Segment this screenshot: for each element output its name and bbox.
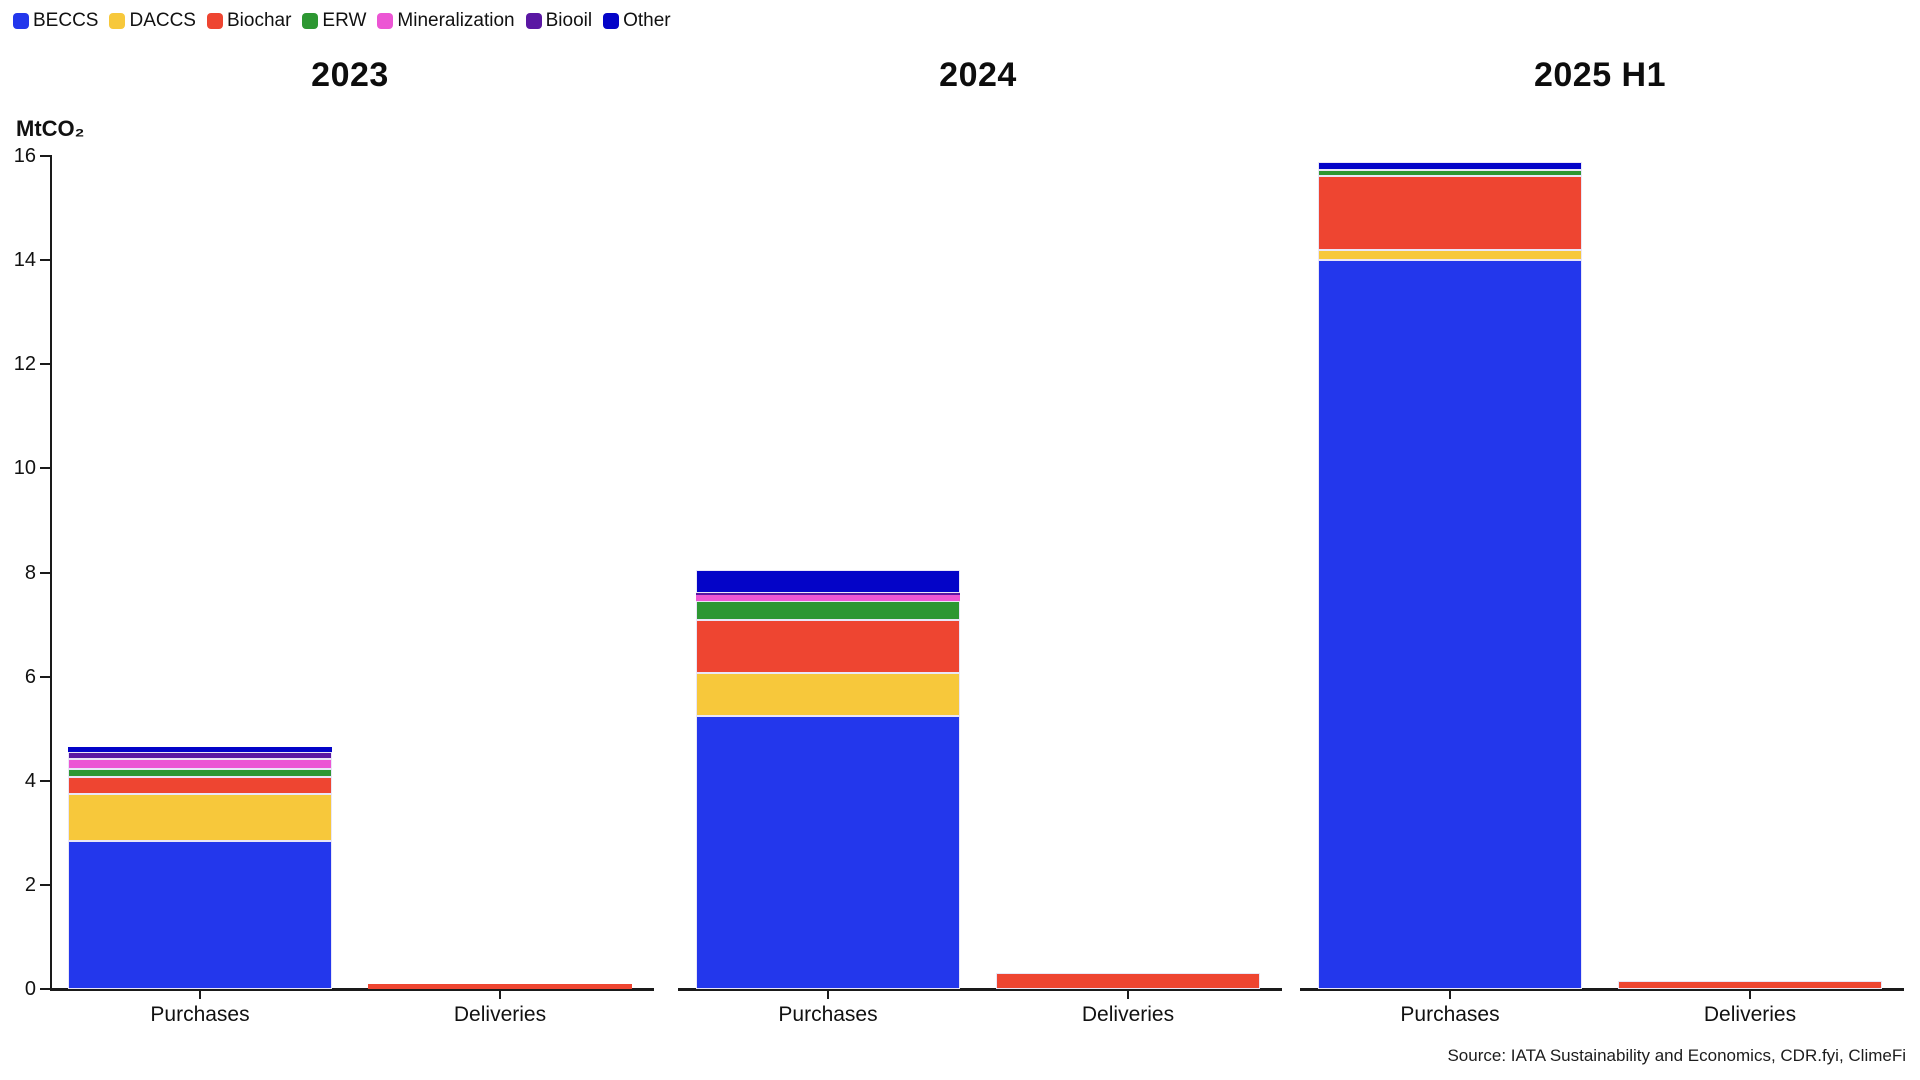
y-tick-label: 6 [24,665,36,688]
bar-segment-other [696,569,960,594]
legend-label: Biooil [545,10,593,31]
bar-segment-daccs [68,793,332,841]
chart-panel-2025-h1: 2025 H1 Purchases Deliveries [1300,0,1904,1080]
x-tick [827,990,829,999]
legend-swatch-icon [525,13,542,29]
legend-item-daccs: DACCS [109,10,196,32]
legend-label: Biochar [226,10,292,31]
stacked-bar-deliveries [368,983,632,989]
category-label-deliveries: Deliveries [1081,1003,1175,1026]
stacked-bar-deliveries [996,973,1260,989]
legend-swatch-icon [206,13,223,29]
bar-segment-biochar [1318,176,1582,251]
legend-swatch-icon [377,13,394,29]
y-tick-label: 10 [13,457,36,480]
bar-segment-biochar [1618,981,1882,989]
y-axis-unit-label: MtCO₂ [16,116,85,141]
bar-segment-daccs [1318,250,1582,261]
panel-title: 2025 H1 [1533,56,1667,94]
bar-segment-biochar [68,776,332,794]
bar-segment-biooil [696,593,960,595]
x-tick [499,990,501,999]
bar-segment-erw [696,600,960,620]
y-tick [40,883,50,886]
stacked-bar-purchases [696,569,960,989]
y-tick-label: 0 [24,978,36,1000]
chart-panel-2023: 2023 Purchases Deliveries [50,0,654,1080]
y-tick-label: 16 [13,145,36,167]
chart-panel-2024: 2024 Purchases Deliveries [678,0,1282,1080]
y-tick [40,363,50,366]
x-axis-line [678,988,1282,991]
bar-segment-mineralization [696,594,960,601]
y-tick-label: 12 [13,353,36,376]
category-label-deliveries: Deliveries [453,1003,547,1026]
source-note: Source: IATA Sustainability and Economic… [1447,1046,1906,1065]
legend-item-biooil: Biooil [525,10,593,32]
y-tick [40,259,50,262]
bar-segment-erw [68,768,332,777]
bar-segment-beccs [696,715,960,989]
x-tick [1127,990,1129,999]
y-tick-label: 14 [13,249,36,272]
legend-label: Mineralization [397,10,515,31]
legend-label: Other [623,10,671,31]
bar-segment-other [1318,161,1582,170]
y-tick [40,155,50,157]
legend: BECCS DACCS Biochar ERW Mineralization Biooil… [13,10,671,32]
y-tick-label: 4 [24,769,36,792]
y-tick-label: 2 [24,873,36,896]
legend-swatch-icon [13,13,29,29]
y-axis-line [50,155,52,991]
bar-segment-biochar [368,983,632,989]
legend-label: ERW [322,10,367,31]
legend-label: DACCS [129,10,196,31]
bar-segment-biooil [68,752,332,759]
legend-swatch-icon [109,13,126,29]
y-tick [40,779,50,782]
y-tick [40,467,50,470]
legend-item-mineralization: Mineralization [377,10,515,32]
x-axis-line [50,988,654,991]
legend-item-erw: ERW [302,10,366,32]
bar-segment-beccs [1318,260,1582,989]
legend-swatch-icon [603,13,620,29]
category-label-deliveries: Deliveries [1703,1003,1797,1026]
x-tick [1749,990,1751,999]
y-tick-label: 8 [24,561,36,584]
x-axis-line [1300,988,1904,991]
legend-item-biochar: Biochar [206,10,292,32]
bar-segment-daccs [696,672,960,716]
bar-segment-other [68,746,332,753]
legend-swatch-icon [302,13,319,29]
y-tick [40,988,50,990]
x-tick [1449,990,1451,999]
category-label-purchases: Purchases [1400,1003,1500,1026]
panel-title: 2023 [311,56,389,94]
panel-title: 2024 [939,56,1017,94]
legend-label: BECCS [33,10,99,31]
y-tick [40,675,50,678]
bar-segment-biochar [996,973,1260,989]
category-label-purchases: Purchases [150,1003,250,1026]
legend-item-other: Other [603,10,671,32]
bar-segment-beccs [68,840,332,989]
bar-segment-erw [1318,169,1582,177]
y-tick [40,571,50,574]
stacked-bar-purchases [68,746,332,989]
stacked-bar-purchases [1318,161,1582,989]
bar-segment-mineralization [68,758,332,769]
stacked-bar-deliveries [1618,981,1882,989]
category-label-purchases: Purchases [778,1003,878,1026]
x-tick [199,990,201,999]
bar-segment-biochar [696,619,960,673]
legend-item-beccs: BECCS [13,10,98,32]
